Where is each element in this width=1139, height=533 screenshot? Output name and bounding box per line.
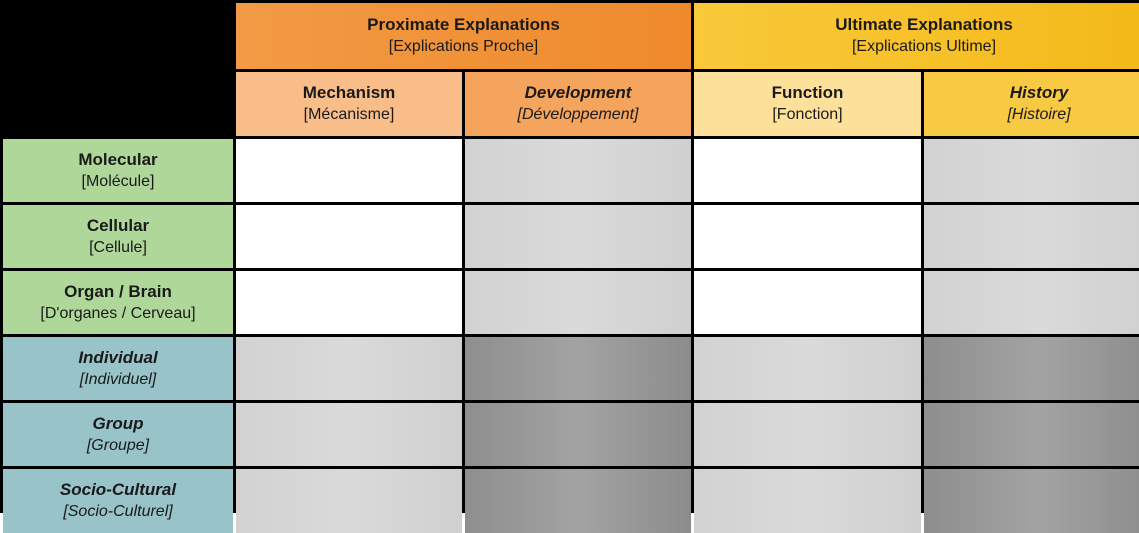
row-subtitle: [Individuel] [79, 370, 157, 388]
row-subtitle: [Molécule] [81, 172, 155, 190]
matrix-cell [465, 337, 691, 400]
matrix-cell [236, 337, 462, 400]
matrix-cell [694, 139, 921, 202]
matrix-cell [924, 403, 1139, 466]
matrix-cell [465, 271, 691, 334]
matrix-cell [236, 403, 462, 466]
matrix-cell [694, 337, 921, 400]
ultimate-title: Ultimate Explanations [835, 15, 1013, 34]
column-title: Function [771, 83, 844, 102]
row-subtitle: [Cellule] [89, 238, 147, 256]
column-title: Mechanism [302, 83, 396, 102]
matrix-cell [924, 139, 1139, 202]
row-title: Socio-Cultural [59, 480, 177, 499]
column-subtitle: [Développement] [517, 106, 639, 123]
proximate-subtitle: [Explications Proche] [388, 38, 539, 55]
matrix-cell [924, 469, 1139, 533]
matrix-cell [465, 139, 691, 202]
matrix-cell [465, 205, 691, 268]
matrix-cell [236, 469, 462, 533]
column-subtitle: [Fonction] [772, 106, 843, 123]
row-header-cellular: Cellular [Cellule] [3, 205, 233, 268]
row-header-organ-brain: Organ / Brain [D'organes / Cerveau] [3, 271, 233, 334]
row-header-group: Group [Groupe] [3, 403, 233, 466]
matrix-cell [694, 469, 921, 533]
column-title: History [1009, 83, 1069, 102]
matrix-cell [924, 205, 1139, 268]
matrix-cell [694, 205, 921, 268]
row-subtitle: [Groupe] [86, 436, 150, 454]
corner-cell [3, 3, 233, 136]
column-header-history: History [Histoire] [924, 72, 1139, 136]
proximate-title: Proximate Explanations [367, 15, 560, 34]
column-header-mechanism: Mechanism [Mécanisme] [236, 72, 462, 136]
row-title: Individual [78, 347, 158, 367]
row-header-socio-cultural: Socio-Cultural [Socio-Culturel] [3, 469, 233, 533]
column-header-function: Function [Fonction] [694, 72, 921, 136]
matrix-cell [236, 139, 462, 202]
row-title: Molecular [78, 149, 158, 169]
column-title: Development [524, 83, 632, 102]
proximate-explanations-header: Proximate Explanations [Explications Pro… [236, 3, 691, 69]
ultimate-explanations-header: Ultimate Explanations [Explications Ulti… [694, 3, 1139, 69]
matrix-cell [924, 271, 1139, 334]
matrix-cell [924, 337, 1139, 400]
matrix-cell [465, 469, 691, 533]
column-subtitle: [Mécanisme] [303, 106, 395, 123]
row-header-individual: Individual [Individuel] [3, 337, 233, 400]
row-subtitle: [Socio-Culturel] [63, 503, 173, 520]
row-title: Organ / Brain [64, 281, 172, 301]
row-title: Group [92, 413, 144, 433]
matrix-cell [694, 403, 921, 466]
column-header-development: Development [Développement] [465, 72, 691, 136]
row-header-molecular: Molecular [Molécule] [3, 139, 233, 202]
column-subtitle: [Histoire] [1007, 106, 1071, 123]
matrix-cell [236, 271, 462, 334]
row-title: Cellular [86, 215, 150, 235]
ultimate-subtitle: [Explications Ultime] [851, 38, 997, 55]
row-subtitle: [D'organes / Cerveau] [40, 304, 196, 322]
matrix-cell [236, 205, 462, 268]
matrix-cell [694, 271, 921, 334]
matrix-cell [465, 403, 691, 466]
